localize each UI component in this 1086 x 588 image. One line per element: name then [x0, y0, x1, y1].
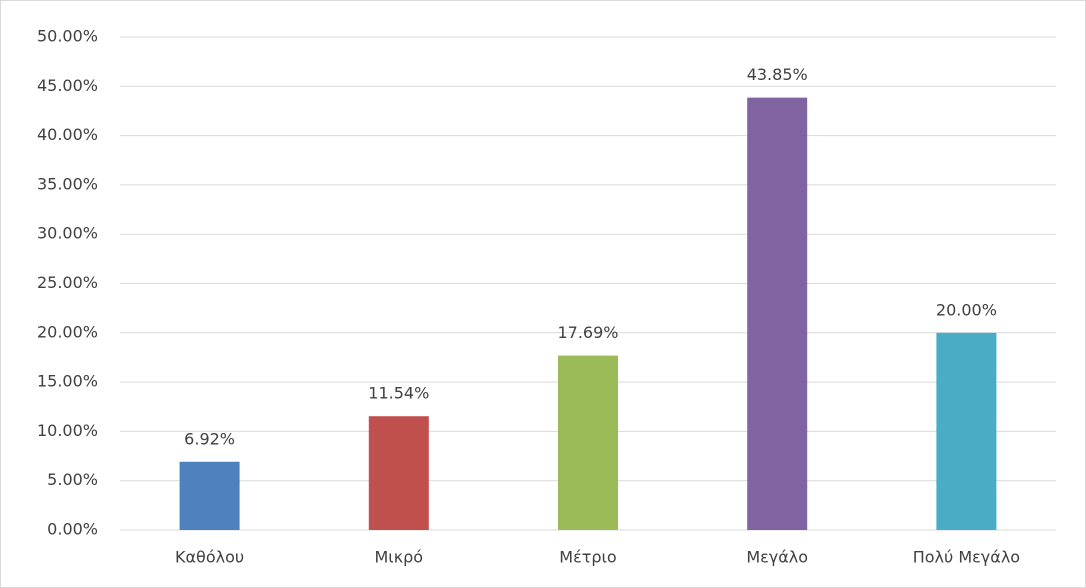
y-tick-label: 25.00% [37, 273, 98, 292]
x-tick-label: Πολύ Μεγάλο [913, 548, 1020, 567]
bar [179, 461, 240, 530]
bar [368, 416, 429, 530]
data-label: 43.85% [747, 65, 808, 84]
y-tick-label: 0.00% [47, 520, 98, 539]
x-tick-label: Μικρό [375, 548, 424, 567]
data-label: 17.69% [557, 323, 618, 342]
data-label: 11.54% [368, 384, 429, 403]
y-tick-label: 5.00% [47, 470, 98, 489]
y-tick-label: 10.00% [37, 421, 98, 440]
bar [747, 97, 808, 530]
y-tick-label: 50.00% [37, 27, 98, 46]
y-tick-label: 15.00% [37, 372, 98, 391]
y-tick-label: 20.00% [37, 322, 98, 341]
y-tick-label: 35.00% [37, 174, 98, 193]
y-tick-label: 30.00% [37, 224, 98, 243]
x-tick-label: Καθόλου [175, 548, 244, 567]
bar [936, 332, 997, 530]
data-label: 20.00% [936, 300, 997, 319]
data-label: 6.92% [184, 429, 235, 448]
y-tick-label: 45.00% [37, 76, 98, 95]
x-tick-label: Μεγάλο [746, 548, 808, 567]
y-tick-label: 40.00% [37, 125, 98, 144]
x-tick-label: Μέτριο [559, 548, 616, 567]
bar [558, 355, 618, 530]
